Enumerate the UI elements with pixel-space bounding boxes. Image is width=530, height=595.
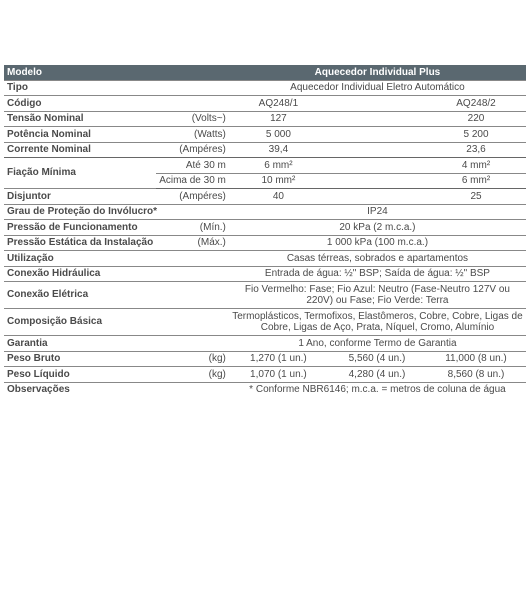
row-label: Pressão de Funcionamento [4, 220, 156, 236]
row-value: Entrada de água: ½" BSP; Saída de água: … [229, 266, 526, 282]
table-row: Fiação MínimaAté 30 m6 mm²4 mm² [4, 158, 526, 174]
row-label: Peso Bruto [4, 351, 156, 367]
row-value: 23,6 [426, 142, 526, 158]
row-value: 6 mm² [426, 173, 526, 189]
row-label: Código [4, 96, 156, 112]
row-label: Disjuntor [4, 189, 156, 205]
table-row: UtilizaçãoCasas térreas, sobrados e apar… [4, 251, 526, 267]
row-value: 10 mm² [229, 173, 328, 189]
table-row: Conexão HidráulicaEntrada de água: ½" BS… [4, 266, 526, 282]
row-value: 11,000 (8 un.) [426, 351, 526, 367]
spec-table: ModeloAquecedor Individual Plus Tipo Aquec… [4, 65, 526, 397]
table-row: Tipo Aquecedor Individual Eletro Automáti… [4, 80, 526, 96]
row-value: 20 kPa (2 m.c.a.) [229, 220, 526, 236]
row-value: * Conforme NBR6146; m.c.a. = metros de c… [229, 382, 526, 397]
table-row: Pressão de Funcionamento(Mín.)20 kPa (2 … [4, 220, 526, 236]
row-label: Tensão Nominal [4, 111, 156, 127]
table-row: Grau de Proteção do Invólucro*IP24 [4, 204, 526, 220]
row-unit: (Volts~) [156, 111, 229, 127]
row-unit: (Watts) [156, 127, 229, 143]
row-unit: (Mín.) [156, 220, 229, 236]
table-row: Disjuntor(Ampéres)40 25 [4, 189, 526, 205]
row-value: 1,270 (1 un.) [229, 351, 328, 367]
row-label: Conexão Hidráulica [4, 266, 229, 282]
row-value: 5 000 [229, 127, 328, 143]
row-value: AQ248/2 [426, 96, 526, 112]
row-value: Casas térreas, sobrados e apartamentos [229, 251, 526, 267]
row-label: Fiação Mínima [4, 158, 156, 189]
row-value: 4,280 (4 un.) [328, 367, 426, 383]
row-unit: (Máx.) [156, 235, 229, 251]
row-label: Pressão Estática da Instalação [4, 235, 156, 251]
row-value: 8,560 (8 un.) [426, 367, 526, 383]
row-value: 25 [426, 189, 526, 205]
row-value: Termoplásticos, Termofixos, Elastômeros,… [229, 309, 526, 336]
table-row: Corrente Nominal(Ampéres)39,4 23,6 [4, 142, 526, 158]
row-label: Composição Básica [4, 309, 229, 336]
table-row: Observações* Conforme NBR6146; m.c.a. = … [4, 382, 526, 397]
row-value: AQ248/1 [229, 96, 328, 112]
row-unit: Até 30 m [156, 158, 229, 174]
table-row: Peso Líquido(kg)1,070 (1 un.)4,280 (4 un… [4, 367, 526, 383]
table-row: Conexão ElétricaFio Vermelho: Fase; Fio … [4, 282, 526, 309]
table-row: Garantia1 Ano, conforme Termo de Garanti… [4, 336, 526, 352]
row-unit: (Ampéres) [156, 142, 229, 158]
row-unit: (kg) [156, 351, 229, 367]
table-row: Tensão Nominal(Volts~)127 220 [4, 111, 526, 127]
row-label: Conexão Elétrica [4, 282, 229, 309]
row-label: Garantia [4, 336, 229, 352]
table-row: Peso Bruto(kg)1,270 (1 un.)5,560 (4 un.)… [4, 351, 526, 367]
row-value: 1 Ano, conforme Termo de Garantia [229, 336, 526, 352]
row-label: Peso Líquido [4, 367, 156, 383]
row-unit [156, 80, 229, 96]
row-value: 6 mm² [229, 158, 328, 174]
row-value: IP24 [229, 204, 526, 220]
row-value: 1 000 kPa (100 m.c.a.) [229, 235, 526, 251]
row-label: Grau de Proteção do Invólucro* [4, 204, 229, 220]
row-unit: (Ampéres) [156, 189, 229, 205]
row-unit [156, 96, 229, 112]
row-unit: (kg) [156, 367, 229, 383]
row-value: 5 200 [426, 127, 526, 143]
row-value: 127 [229, 111, 328, 127]
header-label: Modelo [4, 65, 229, 80]
row-value: Aquecedor Individual Eletro Automático [229, 80, 526, 96]
row-value: 40 [229, 189, 328, 205]
table-row: Potência Nominal(Watts)5 000 5 200 [4, 127, 526, 143]
row-label: Tipo [4, 80, 156, 96]
row-value: 39,4 [229, 142, 328, 158]
row-label: Utilização [4, 251, 229, 267]
row-value: 5,560 (4 un.) [328, 351, 426, 367]
row-label: Potência Nominal [4, 127, 156, 143]
table-row: Código AQ248/1 AQ248/2 [4, 96, 526, 112]
row-label: Corrente Nominal [4, 142, 156, 158]
row-value: Fio Vermelho: Fase; Fio Azul: Neutro (Fa… [229, 282, 526, 309]
row-value: 220 [426, 111, 526, 127]
row-value: 4 mm² [426, 158, 526, 174]
row-label: Observações [4, 382, 229, 397]
row-value: 1,070 (1 un.) [229, 367, 328, 383]
header-value: Aquecedor Individual Plus [229, 65, 526, 80]
table-row: Composição BásicaTermoplásticos, Termofi… [4, 309, 526, 336]
row-unit: Acima de 30 m [156, 173, 229, 189]
table-row: Pressão Estática da Instalação(Máx.)1 00… [4, 235, 526, 251]
